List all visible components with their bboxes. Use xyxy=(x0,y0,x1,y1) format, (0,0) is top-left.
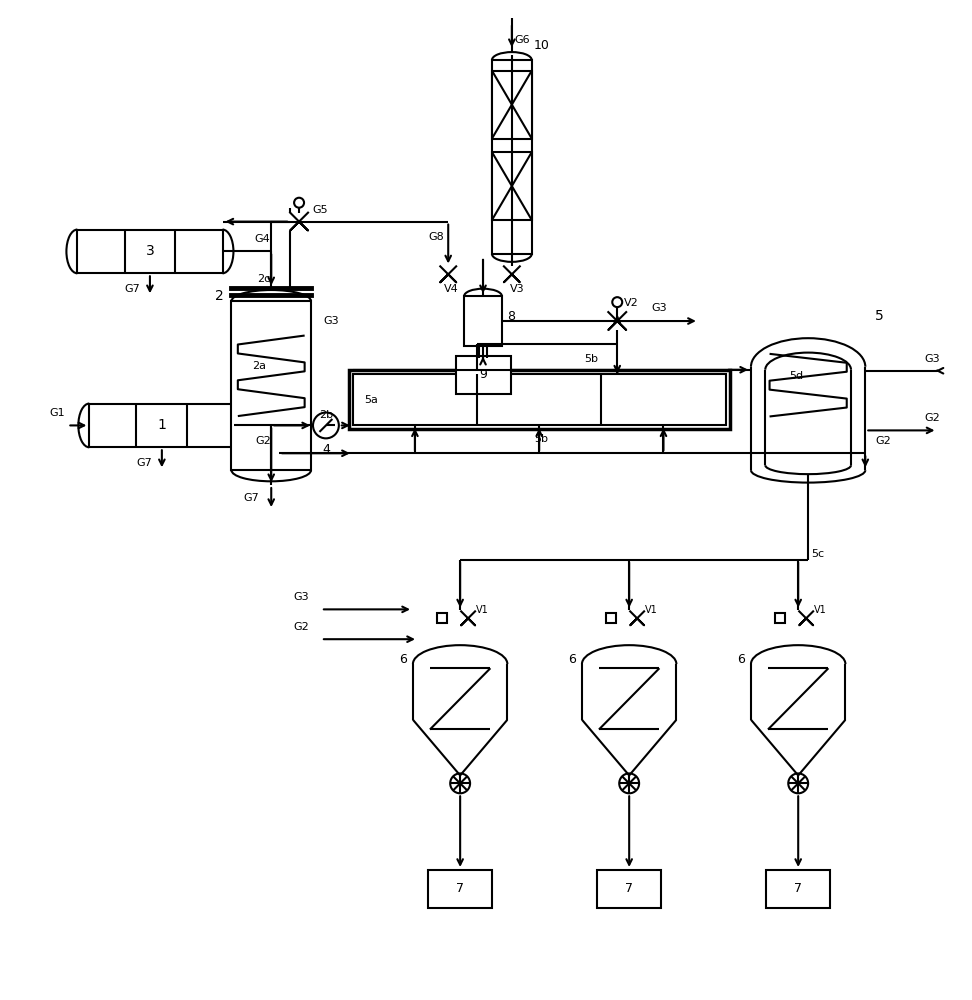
Bar xyxy=(492,152,532,220)
Text: V4: V4 xyxy=(444,284,459,294)
Bar xyxy=(464,296,502,346)
Text: 5b: 5b xyxy=(535,434,548,444)
Text: 8: 8 xyxy=(506,310,515,323)
Bar xyxy=(349,370,730,429)
Bar xyxy=(607,613,616,623)
Bar xyxy=(492,60,532,254)
Text: G7: G7 xyxy=(243,493,260,503)
Bar xyxy=(353,374,726,425)
Text: G4: G4 xyxy=(255,234,270,244)
Text: 10: 10 xyxy=(534,39,549,52)
Text: 6: 6 xyxy=(399,653,407,666)
Text: V1: V1 xyxy=(644,605,657,615)
Bar xyxy=(429,870,492,908)
Text: G3: G3 xyxy=(651,303,667,313)
Text: 2b: 2b xyxy=(319,410,333,420)
Text: 9: 9 xyxy=(479,368,487,381)
Text: 6: 6 xyxy=(568,653,576,666)
Text: 5a: 5a xyxy=(364,395,377,405)
Text: G2: G2 xyxy=(294,622,309,632)
Text: G2: G2 xyxy=(876,436,891,446)
Text: G3: G3 xyxy=(294,592,309,602)
Text: 4: 4 xyxy=(322,443,330,456)
Text: V2: V2 xyxy=(624,298,639,308)
Text: G3: G3 xyxy=(924,354,940,364)
Bar xyxy=(437,613,447,623)
Bar xyxy=(456,356,511,394)
Text: 5b: 5b xyxy=(584,354,599,364)
Text: G2: G2 xyxy=(924,413,940,423)
Text: 1: 1 xyxy=(157,418,166,432)
Bar xyxy=(492,71,532,139)
Bar xyxy=(231,301,311,470)
Text: G2: G2 xyxy=(256,436,271,446)
Text: G7: G7 xyxy=(136,458,152,468)
Text: 2a: 2a xyxy=(253,361,266,371)
Bar xyxy=(776,613,785,623)
Text: G6: G6 xyxy=(514,35,530,45)
Text: V3: V3 xyxy=(509,284,524,294)
Bar xyxy=(598,870,661,908)
Text: 5c: 5c xyxy=(812,549,824,559)
Text: G5: G5 xyxy=(312,205,328,215)
Bar xyxy=(89,404,234,447)
Text: 3: 3 xyxy=(146,244,155,258)
Text: 2: 2 xyxy=(215,289,224,303)
Text: V1: V1 xyxy=(475,605,488,615)
Text: 5: 5 xyxy=(875,309,884,323)
Text: 5d: 5d xyxy=(789,371,803,381)
Text: V1: V1 xyxy=(814,605,826,615)
Bar xyxy=(78,230,223,273)
Text: G3: G3 xyxy=(323,316,338,326)
Text: 7: 7 xyxy=(625,882,633,895)
Text: G1: G1 xyxy=(50,408,65,418)
Text: 7: 7 xyxy=(456,882,465,895)
Text: G7: G7 xyxy=(124,284,140,294)
Text: 7: 7 xyxy=(794,882,802,895)
Text: 6: 6 xyxy=(737,653,745,666)
Text: G8: G8 xyxy=(429,232,444,242)
Text: 2c: 2c xyxy=(257,274,270,284)
Bar xyxy=(766,870,830,908)
